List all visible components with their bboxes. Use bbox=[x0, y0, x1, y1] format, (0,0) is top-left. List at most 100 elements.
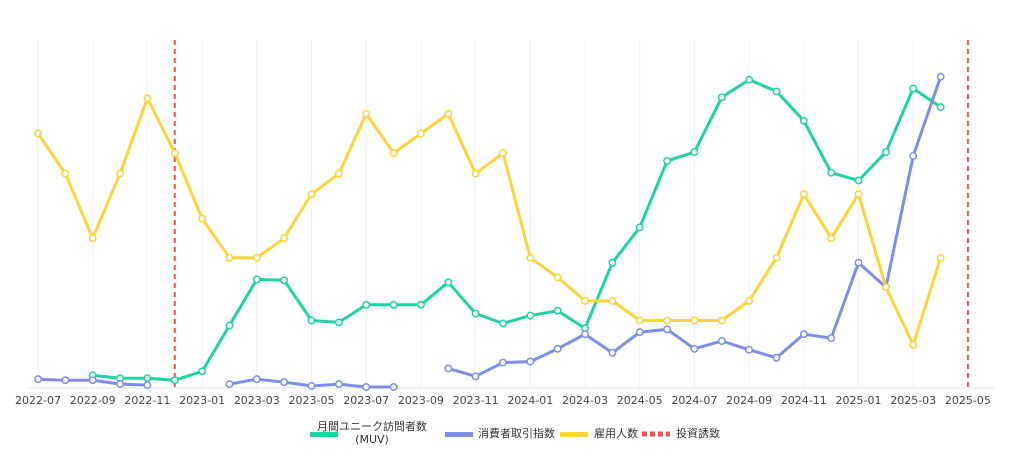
data-point bbox=[635, 328, 644, 337]
legend-label: 雇用人数 bbox=[594, 426, 638, 440]
data-point bbox=[389, 300, 398, 309]
data-point bbox=[444, 109, 453, 118]
data-point bbox=[252, 253, 261, 262]
x-tick-label: 2024-05 bbox=[617, 394, 663, 407]
data-point bbox=[34, 375, 42, 384]
data-point bbox=[717, 337, 726, 345]
data-point bbox=[389, 149, 398, 158]
data-point bbox=[280, 234, 289, 243]
data-point bbox=[553, 273, 562, 282]
data-point bbox=[772, 253, 781, 262]
x-tick-label: 2022-07 bbox=[15, 394, 61, 407]
data-point bbox=[252, 275, 261, 284]
data-point bbox=[362, 383, 371, 391]
data-point bbox=[307, 382, 316, 390]
data-point bbox=[608, 258, 617, 267]
series-0 bbox=[88, 75, 945, 385]
legend-item-2: 雇用人数 bbox=[560, 426, 638, 440]
legend-swatch bbox=[560, 432, 588, 437]
data-point bbox=[854, 258, 863, 267]
data-point bbox=[854, 190, 863, 199]
data-point bbox=[581, 296, 589, 305]
data-point bbox=[690, 316, 699, 325]
x-tick-label: 2023-05 bbox=[289, 394, 335, 407]
data-point bbox=[526, 357, 535, 366]
data-point bbox=[471, 372, 480, 381]
data-point bbox=[34, 129, 42, 138]
data-point bbox=[143, 381, 152, 390]
data-point bbox=[772, 87, 781, 96]
data-point bbox=[334, 318, 343, 327]
legend-label: 月間ユニーク訪問者数(MUV) bbox=[317, 419, 427, 446]
data-point bbox=[827, 234, 836, 243]
data-point bbox=[799, 190, 808, 199]
x-tick-label: 2023-07 bbox=[343, 394, 389, 407]
data-point bbox=[909, 84, 918, 93]
data-point bbox=[663, 316, 672, 325]
x-tick-label: 2024-03 bbox=[562, 394, 608, 407]
data-point bbox=[881, 283, 890, 292]
data-point bbox=[499, 358, 507, 367]
data-point bbox=[772, 353, 781, 362]
data-point bbox=[170, 376, 179, 385]
data-point bbox=[143, 94, 152, 103]
data-point bbox=[635, 223, 644, 232]
data-point bbox=[717, 93, 726, 102]
x-tick-label: 2022-09 bbox=[70, 394, 116, 407]
data-point bbox=[717, 316, 726, 325]
data-point bbox=[225, 253, 234, 262]
data-point bbox=[854, 176, 863, 185]
data-point bbox=[827, 334, 836, 343]
data-point bbox=[909, 152, 918, 160]
legend-swatch bbox=[445, 432, 473, 437]
data-point bbox=[116, 380, 125, 389]
x-tick-label: 2025-01 bbox=[836, 394, 882, 407]
data-point bbox=[799, 330, 808, 339]
data-point bbox=[526, 311, 535, 320]
x-tick-label: 2024-09 bbox=[726, 394, 772, 407]
data-point bbox=[143, 374, 152, 383]
x-tick-label: 2023-01 bbox=[179, 394, 225, 407]
data-point bbox=[553, 306, 562, 315]
data-point bbox=[362, 300, 371, 309]
data-point bbox=[116, 169, 125, 178]
data-point bbox=[280, 276, 289, 285]
data-point bbox=[334, 169, 343, 178]
data-point bbox=[334, 380, 343, 389]
data-point bbox=[881, 148, 890, 157]
data-point bbox=[936, 72, 945, 81]
data-point bbox=[745, 75, 754, 84]
series-1 bbox=[34, 72, 945, 391]
x-tick-label: 2025-05 bbox=[945, 394, 991, 407]
data-point bbox=[608, 348, 617, 357]
data-point bbox=[499, 319, 507, 328]
data-point bbox=[389, 383, 398, 391]
data-point bbox=[581, 330, 589, 339]
legend: 月間ユニーク訪問者数(MUV) 消費者取引指数 雇用人数 投資誘致 bbox=[310, 419, 720, 446]
data-point bbox=[663, 156, 672, 165]
data-point bbox=[663, 325, 672, 334]
x-tick-label: 2022-11 bbox=[124, 394, 170, 407]
data-point bbox=[608, 296, 617, 305]
data-point bbox=[553, 344, 562, 353]
investment-lines bbox=[173, 40, 969, 388]
data-point bbox=[827, 168, 836, 177]
data-point bbox=[745, 345, 754, 354]
legend-swatch bbox=[310, 432, 338, 437]
series-lines bbox=[34, 72, 945, 391]
data-point bbox=[799, 116, 808, 125]
series-line bbox=[36, 96, 943, 347]
data-point bbox=[471, 309, 480, 318]
legend-label: 消費者取引指数 bbox=[478, 426, 555, 440]
legend-label: 投資誘致 bbox=[676, 426, 720, 440]
data-point bbox=[198, 214, 207, 223]
data-point bbox=[362, 109, 371, 118]
data-point bbox=[280, 378, 289, 387]
data-point bbox=[909, 340, 918, 349]
data-point bbox=[225, 380, 234, 389]
data-point bbox=[444, 278, 453, 287]
x-tick-label: 2023-09 bbox=[398, 394, 444, 407]
x-tick-label: 2023-11 bbox=[453, 394, 499, 407]
series-2 bbox=[34, 94, 945, 349]
